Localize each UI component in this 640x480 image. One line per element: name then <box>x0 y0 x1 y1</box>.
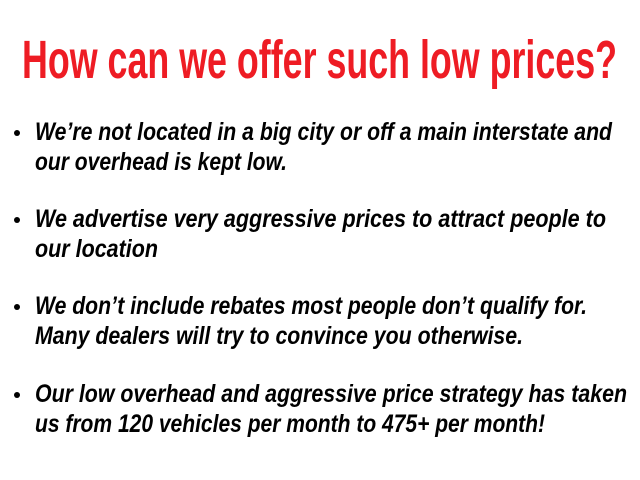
bullet-dot-icon <box>14 392 20 398</box>
bullet-text-line: We don’t include rebates most people don… <box>35 292 587 320</box>
bullet-text-line: our overhead is kept low. <box>35 148 287 176</box>
bullet-text-line: us from 120 vehicles per month to 475+ p… <box>35 410 545 438</box>
bullet-dot-icon <box>14 304 20 310</box>
bullet-text-line: Our low overhead and aggressive price st… <box>35 380 627 408</box>
bullet-text-line: We’re not located in a big city or off a… <box>35 118 612 146</box>
bullet-text-line: our location <box>35 235 158 263</box>
bullet-dot-icon <box>14 130 20 136</box>
bullet-text-line: We advertise very aggressive prices to a… <box>35 205 606 233</box>
bullet-dot-icon <box>14 217 20 223</box>
slide-title: How can we offer such low prices? <box>22 30 617 90</box>
bullet-text-line: Many dealers will try to convince you ot… <box>35 322 523 350</box>
